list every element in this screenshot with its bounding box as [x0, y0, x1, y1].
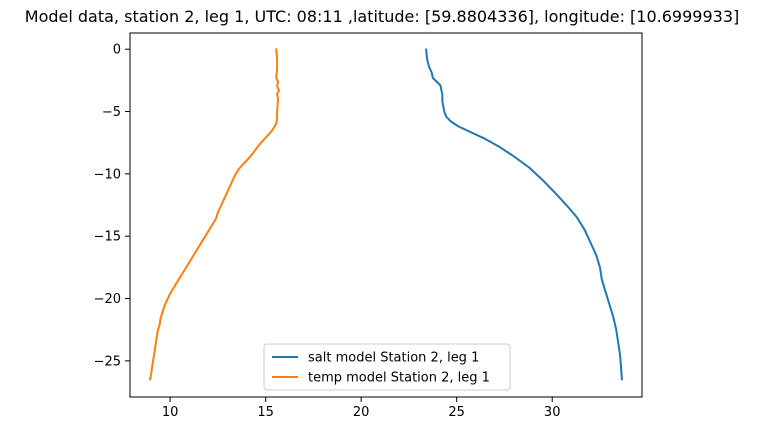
- x-tick-label: 20: [353, 405, 370, 420]
- legend: salt model Station 2, leg 1 temp model St…: [263, 343, 511, 391]
- x-tick-label: 10: [162, 405, 179, 420]
- y-tick-label: −20: [94, 292, 121, 307]
- series-line-temp: [149, 48, 281, 381]
- series-line-salt: [425, 48, 623, 381]
- legend-box: [263, 343, 511, 391]
- y-tick-label: −25: [94, 354, 121, 369]
- axes-frame: [129, 32, 643, 398]
- y-tick-label: −10: [94, 167, 121, 182]
- x-tick-label: 15: [257, 405, 274, 420]
- legend-label: temp model Station 2, leg 1: [308, 371, 490, 386]
- x-axis: 10 15 20 25 30: [162, 397, 561, 420]
- x-tick-label: 25: [448, 405, 465, 420]
- x-tick-label: 30: [544, 405, 561, 420]
- y-tick-label: −5: [102, 105, 121, 120]
- legend-label: salt model Station 2, leg 1: [308, 351, 479, 366]
- y-tick-label: −15: [94, 230, 121, 245]
- chart-title: Model data, station 2, leg 1, UTC: 08:11…: [25, 7, 739, 26]
- y-tick-label: 0: [113, 43, 121, 58]
- plot-area: [149, 48, 623, 381]
- y-axis: 0 −5 −10 −15 −20 −25: [94, 43, 130, 369]
